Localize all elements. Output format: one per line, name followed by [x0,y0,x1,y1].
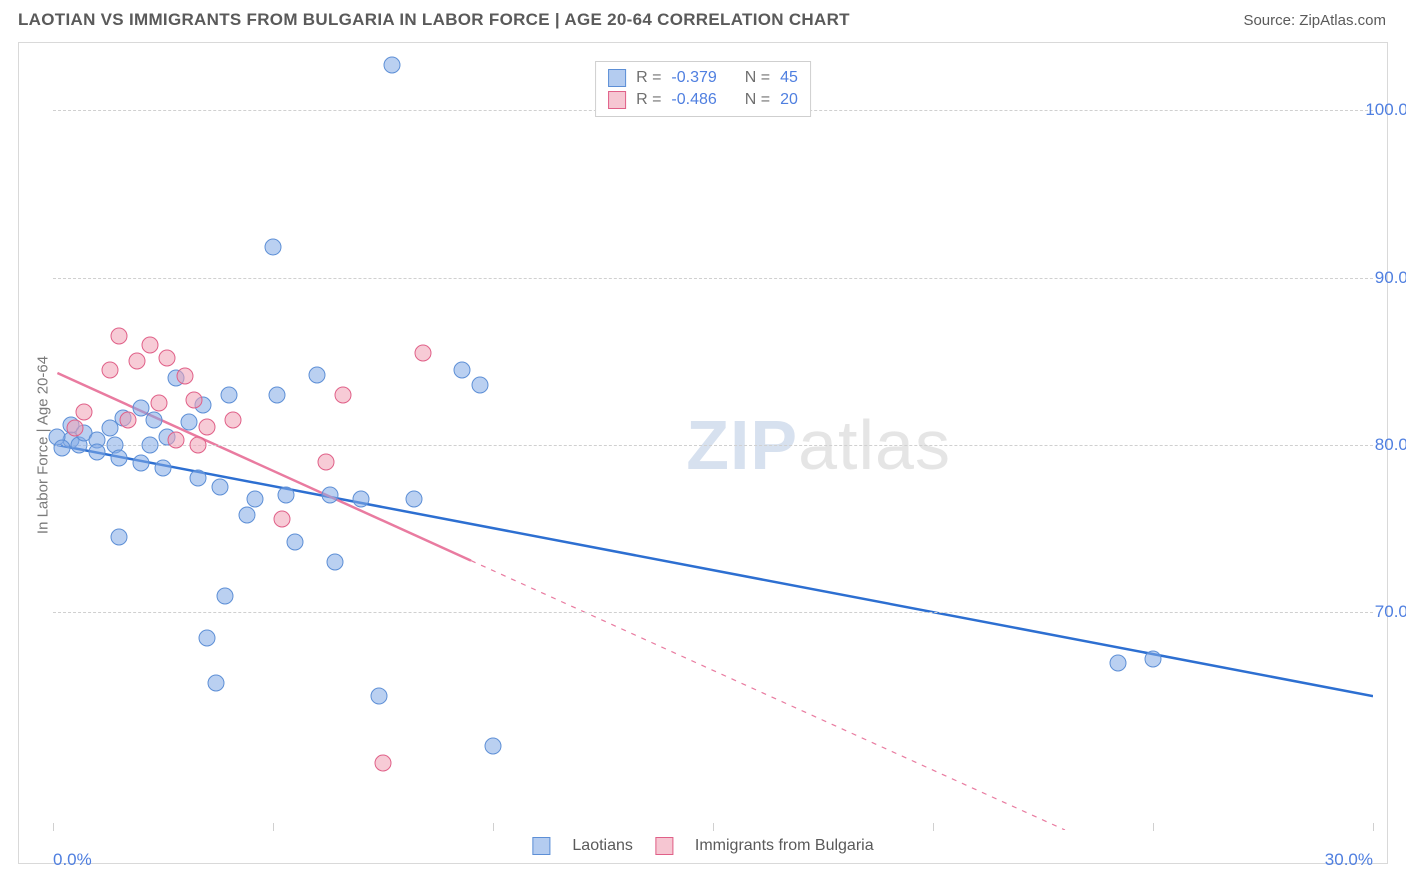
data-point-blue [326,554,343,571]
data-point-blue [133,455,150,472]
data-point-blue [155,460,172,477]
data-point-pink [75,403,92,420]
data-point-blue [405,490,422,507]
stats-row-blue: R = -0.379 N = 45 [608,67,798,89]
gridline-h [53,445,1373,446]
data-point-pink [177,368,194,385]
data-point-pink [111,328,128,345]
data-point-blue [207,674,224,691]
legend-swatch-pink [655,837,673,855]
stats-r-value: -0.379 [671,69,716,87]
data-point-pink [159,349,176,366]
data-point-blue [485,738,502,755]
data-point-blue [111,450,128,467]
data-point-blue [212,478,229,495]
data-point-pink [225,411,242,428]
y-tick-label: 70.0% [1363,602,1406,622]
data-point-blue [111,529,128,546]
stats-row-pink: R = -0.486 N = 20 [608,89,798,111]
x-tick [493,823,494,831]
x-tick [53,823,54,831]
data-point-pink [335,386,352,403]
x-tick [1153,823,1154,831]
data-point-blue [1145,651,1162,668]
legend-label: Laotians [572,837,633,855]
data-point-blue [1109,654,1126,671]
chart-container: In Labor Force | Age 20-64 ZIPatlas 70.0… [18,42,1388,864]
data-point-pink [185,391,202,408]
data-point-blue [353,490,370,507]
data-point-pink [150,395,167,412]
stats-n-label: N = [745,91,770,109]
data-point-blue [322,487,339,504]
data-point-blue [471,376,488,393]
legend-label: Immigrants from Bulgaria [695,837,874,855]
plot-area: In Labor Force | Age 20-64 ZIPatlas 70.0… [53,60,1373,830]
y-tick-label: 80.0% [1363,435,1406,455]
data-point-pink [141,336,158,353]
data-point-blue [141,437,158,454]
stats-r-value: -0.486 [671,91,716,109]
stats-n-value: 45 [780,69,798,87]
series-legend: Laotians Immigrants from Bulgaria [526,837,879,855]
x-tick [1373,823,1374,831]
data-point-pink [375,755,392,772]
data-point-blue [146,411,163,428]
data-point-blue [216,587,233,604]
legend-swatch-blue [608,69,626,87]
gridline-h [53,612,1373,613]
data-point-pink [273,510,290,527]
data-point-pink [168,431,185,448]
x-tick [713,823,714,831]
stats-r-label: R = [636,91,661,109]
data-point-pink [414,344,431,361]
x-tick [273,823,274,831]
legend-swatch-pink [608,91,626,109]
data-point-pink [67,420,84,437]
data-point-pink [102,361,119,378]
data-point-blue [221,386,238,403]
data-point-blue [181,413,198,430]
stats-n-label: N = [745,69,770,87]
gridline-h [53,278,1373,279]
data-point-blue [199,629,216,646]
data-point-blue [238,507,255,524]
data-point-blue [278,487,295,504]
data-point-blue [309,366,326,383]
data-point-blue [269,386,286,403]
stats-legend-box: R = -0.379 N = 45 R = -0.486 N = 20 [595,61,811,117]
y-tick-label: 90.0% [1363,268,1406,288]
data-point-pink [119,411,136,428]
x-tick [933,823,934,831]
data-point-blue [53,440,70,457]
data-point-blue [370,688,387,705]
data-point-blue [383,57,400,74]
y-axis-title: In Labor Force | Age 20-64 [35,356,52,534]
y-tick-label: 100.0% [1363,100,1406,120]
data-point-blue [190,470,207,487]
data-point-blue [287,534,304,551]
chart-title: LAOTIAN VS IMMIGRANTS FROM BULGARIA IN L… [18,10,850,30]
data-point-blue [89,443,106,460]
data-point-blue [454,361,471,378]
data-point-pink [128,353,145,370]
data-point-pink [199,418,216,435]
data-point-blue [247,490,264,507]
x-tick-label: 0.0% [53,850,92,870]
data-point-blue [265,239,282,256]
stats-n-value: 20 [780,91,798,109]
source-label: Source: ZipAtlas.com [1243,12,1386,29]
stats-r-label: R = [636,69,661,87]
data-point-pink [190,437,207,454]
x-tick-label: 30.0% [1325,850,1373,870]
legend-swatch-blue [532,837,550,855]
data-point-pink [317,453,334,470]
